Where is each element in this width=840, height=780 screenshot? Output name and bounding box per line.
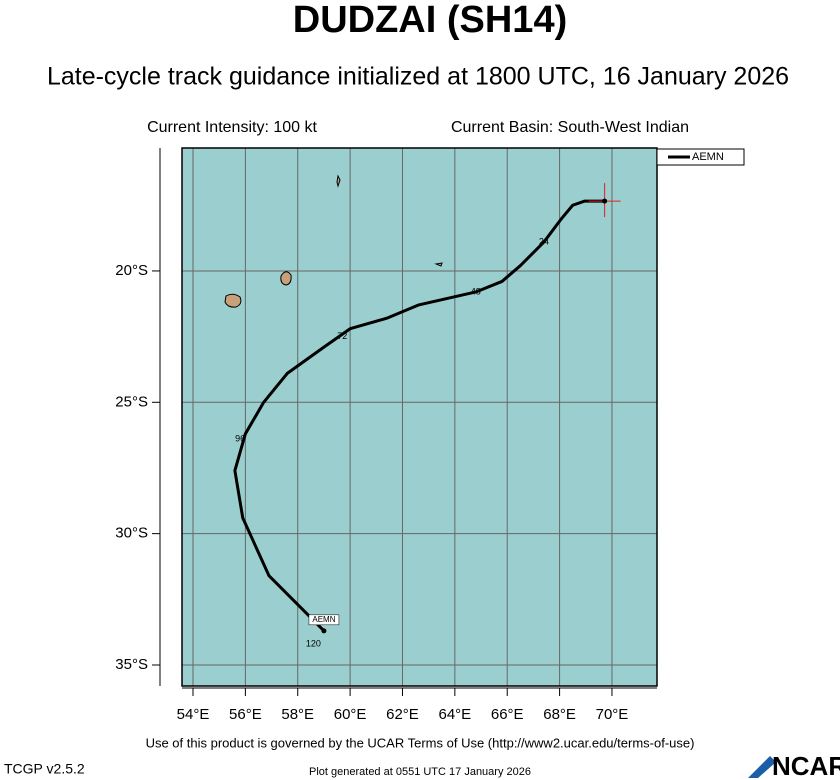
lead-time-label: 48 xyxy=(471,286,481,296)
terms-text: Use of this product is governed by the U… xyxy=(146,735,695,750)
y-tick-label: 25°S xyxy=(115,393,148,410)
x-tick-label: 62°E xyxy=(386,706,419,723)
y-tick-label: 20°S xyxy=(115,262,148,279)
intensity-text: Current Intensity: 100 kt xyxy=(147,119,317,136)
x-tick-label: 54°E xyxy=(177,706,210,723)
x-tick-label: 68°E xyxy=(543,706,576,723)
legend-box xyxy=(656,148,745,166)
legend: AEMN xyxy=(656,148,745,166)
generated-text: Plot generated at 0551 UTC 17 January 20… xyxy=(309,766,531,778)
chart-title: DUDZAI (SH14) xyxy=(293,0,567,41)
chart-subtitle: Late-cycle track guidance initialized at… xyxy=(47,63,789,91)
lead-time-label: 96 xyxy=(235,433,245,443)
x-tick-label: 56°E xyxy=(229,706,262,723)
y-tick-label: 30°S xyxy=(115,525,148,542)
end-label: AEMN xyxy=(312,615,335,624)
lead-time-label: 120 xyxy=(306,638,321,648)
map-border xyxy=(181,147,658,687)
logo-text: NCAR xyxy=(772,751,840,780)
x-tick-label: 70°E xyxy=(596,706,629,723)
track-point xyxy=(602,198,608,204)
basin-text: Current Basin: South-West Indian xyxy=(451,119,689,136)
legend-label: AEMN xyxy=(692,151,724,163)
x-tick-label: 58°E xyxy=(281,706,314,723)
version-text: TCGP v2.5.2 xyxy=(4,761,85,777)
track-line xyxy=(233,199,605,632)
logo-mark xyxy=(748,756,776,778)
x-tick-label: 66°E xyxy=(491,706,524,723)
x-tick-label: 64°E xyxy=(438,706,471,723)
y-tick-label: 35°S xyxy=(115,656,148,673)
grid xyxy=(182,148,657,686)
track-point xyxy=(321,628,327,634)
land xyxy=(224,174,443,308)
map-area xyxy=(182,148,657,686)
lead-time-label: 24 xyxy=(539,236,549,246)
end-label-box xyxy=(308,614,340,626)
x-tick-label: 60°E xyxy=(334,706,367,723)
lead-time-label: 72 xyxy=(337,331,347,341)
